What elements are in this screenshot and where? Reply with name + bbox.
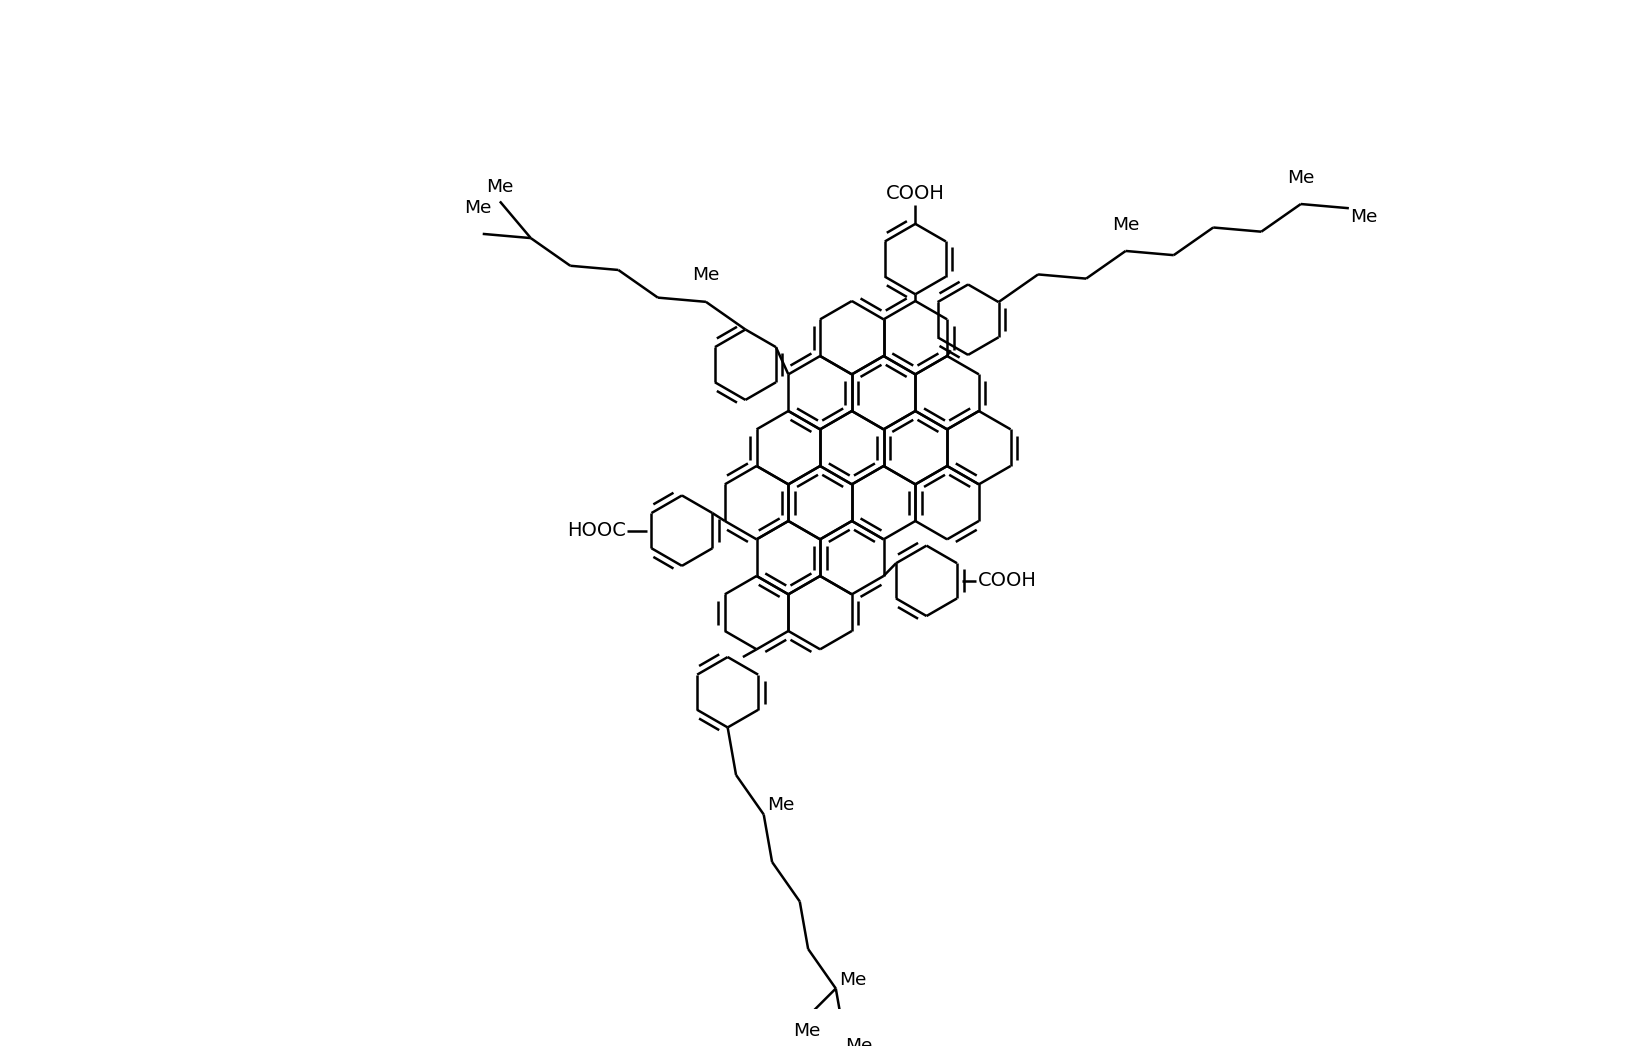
Text: Me: Me bbox=[844, 1038, 872, 1046]
Text: Me: Me bbox=[1287, 168, 1315, 186]
Text: Me: Me bbox=[693, 267, 719, 285]
Text: Me: Me bbox=[839, 971, 867, 988]
Text: COOH: COOH bbox=[886, 184, 945, 203]
Text: COOH: COOH bbox=[978, 571, 1037, 590]
Text: Me: Me bbox=[793, 1022, 821, 1041]
Text: HOOC: HOOC bbox=[566, 521, 625, 540]
Text: Me: Me bbox=[486, 178, 514, 196]
Text: Me: Me bbox=[1113, 215, 1139, 233]
Text: Me: Me bbox=[767, 796, 795, 815]
Text: Me: Me bbox=[464, 199, 492, 217]
Text: Me: Me bbox=[1350, 207, 1378, 226]
